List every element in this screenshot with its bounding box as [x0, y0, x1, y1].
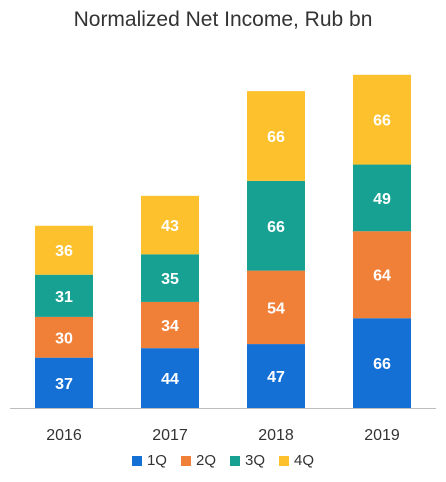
bar-2019-4Q [353, 74, 411, 165]
data-label-2016-1Q: 37 [55, 376, 73, 393]
data-label-2019-4Q: 66 [373, 113, 391, 130]
chart-title: Normalized Net Income, Rub bn [73, 8, 373, 31]
data-label-2016-3Q: 31 [55, 289, 73, 306]
bar-2016-4Q [35, 225, 93, 275]
data-label-2016-4Q: 36 [55, 243, 73, 260]
x-tick-label-2016: 2016 [46, 427, 82, 444]
bar-2018-1Q [247, 344, 305, 408]
data-label-2019-1Q: 66 [373, 356, 391, 373]
data-label-2019-2Q: 64 [373, 268, 391, 285]
bar-2017-2Q [141, 301, 199, 349]
bar-2016-1Q [35, 357, 93, 408]
legend-label-2Q: 2Q [195, 452, 216, 469]
legend-swatch-3Q [230, 455, 240, 466]
legend-item-2Q: 2Q [180, 452, 216, 469]
data-label-2017-1Q: 44 [161, 371, 179, 388]
data-label-2018-4Q: 66 [267, 129, 285, 146]
legend-swatch-2Q [180, 455, 191, 466]
bar-2019-3Q [353, 164, 411, 232]
data-label-2018-1Q: 47 [267, 369, 285, 386]
legend-swatch-4Q [279, 455, 290, 466]
bar-2019-1Q [353, 318, 411, 408]
bar-2018-2Q [247, 270, 305, 345]
bar-2019-2Q [353, 231, 411, 319]
data-label-2017-2Q: 34 [161, 318, 179, 335]
legend-item-4Q: 4Q [279, 452, 314, 469]
bar-2016-2Q [35, 316, 93, 358]
legend-label-4Q: 4Q [294, 452, 315, 469]
bar-2017-1Q [141, 348, 199, 408]
legend-label-1Q: 1Q [146, 452, 167, 469]
data-label-2018-2Q: 54 [267, 300, 285, 317]
bar-2017-4Q [141, 195, 199, 255]
bar-2017-3Q [141, 254, 199, 302]
x-tick-label-2019: 2019 [364, 427, 400, 444]
data-label-2019-3Q: 49 [373, 191, 391, 208]
legend-swatch-1Q [131, 455, 142, 466]
data-label-2017-3Q: 35 [161, 271, 179, 288]
legend: 1Q 2Q 3Q 4Q [0, 452, 446, 469]
legend-item-1Q: 1Q [131, 452, 167, 469]
bar-2018-4Q [247, 91, 305, 181]
x-tick-label-2017: 2017 [152, 427, 188, 444]
legend-label-3Q: 3Q [245, 452, 266, 469]
data-label-2017-4Q: 43 [161, 218, 179, 235]
legend-item-3Q: 3Q [230, 452, 265, 469]
bar-2018-3Q [247, 180, 305, 271]
data-label-2018-3Q: 66 [267, 219, 285, 236]
bar-2016-3Q [35, 274, 93, 317]
data-label-2016-2Q: 30 [55, 330, 73, 347]
x-tick-label-2018: 2018 [258, 427, 294, 444]
